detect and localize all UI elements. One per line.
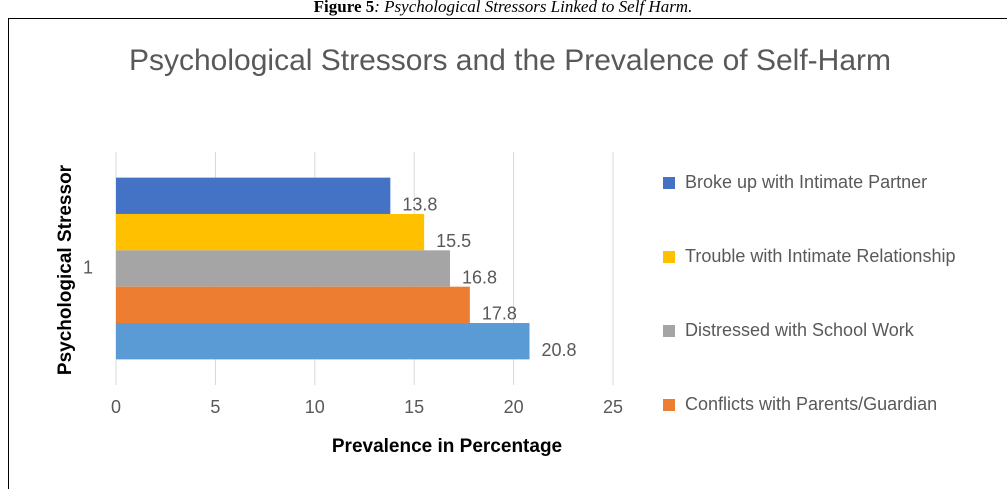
x-tick-label: 20 [504,397,524,417]
x-tick-label: 25 [603,397,623,417]
data-label: 17.8 [482,304,517,324]
chart-title: Psychological Stressors and the Prevalen… [129,44,891,77]
data-label: 20.8 [542,340,577,360]
data-label: 16.8 [462,267,497,287]
bar [116,177,391,214]
y-axis-title: Psychological Stressor [55,164,76,375]
y-tick-label: 1 [83,257,93,277]
legend-swatch [663,251,675,263]
legend-label: Conflicts with Parents/Guardian [685,394,937,414]
legend-swatch [663,177,675,189]
caption: Figure 5: Psychological Stressors Linked… [314,0,693,16]
data-label: 15.5 [436,231,471,251]
bar [116,286,470,324]
caption-label: Figure 5 [314,0,375,16]
legend-label: Trouble with Intimate Relationship [685,246,955,266]
legend-label: Broke up with Intimate Partner [685,172,927,192]
x-axis-title: Prevalence in Percentage [332,436,562,457]
caption-text: : Psychological Stressors Linked to Self… [374,0,692,16]
legend-swatch [663,325,675,337]
data-label: 13.8 [402,195,437,215]
x-tick-label: 0 [111,397,121,417]
bar [116,213,425,251]
x-tick-label: 15 [404,397,424,417]
legend-label: Distressed with School Work [685,320,915,340]
x-tick-label: 5 [210,397,220,417]
bar [116,250,450,287]
legend-swatch [663,399,675,411]
x-tick-label: 10 [305,397,325,417]
bar [116,323,530,360]
